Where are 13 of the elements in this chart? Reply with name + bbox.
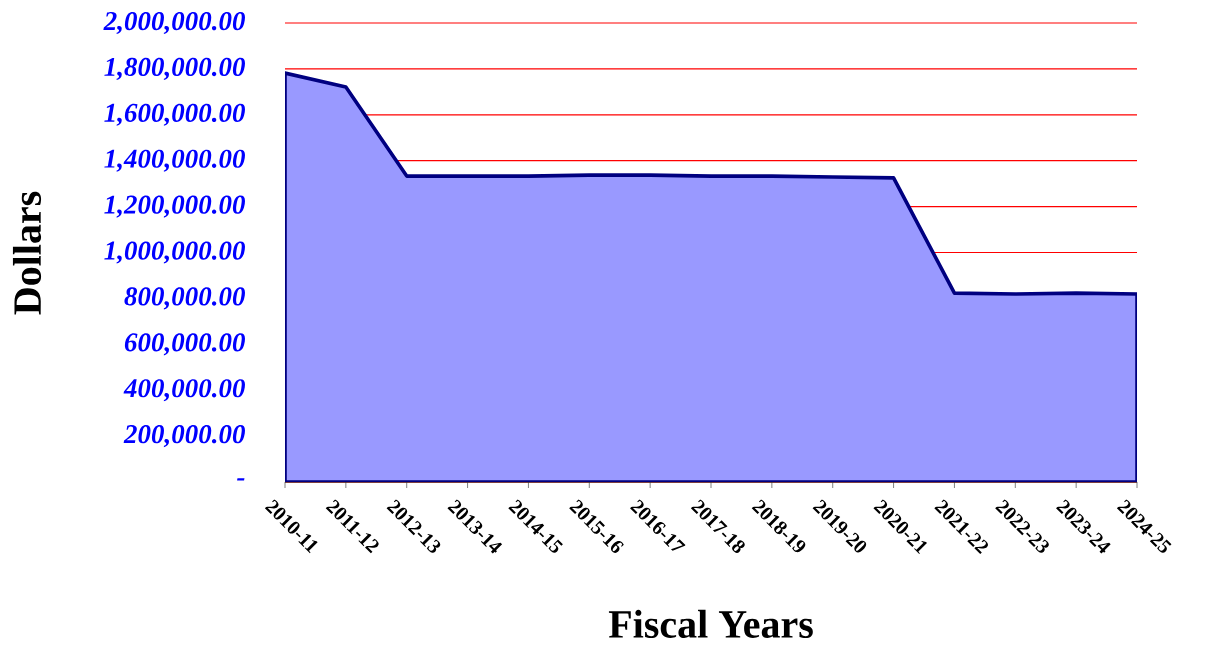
y-tick-label: 2,000,000.00	[103, 11, 245, 35]
y-tick-label: 200,000.00	[123, 425, 245, 448]
y-axis-title: Dollars	[12, 191, 42, 315]
y-tick-label: 1,600,000.00	[104, 103, 245, 126]
y-tick-label: 1,400,000.00	[104, 149, 245, 172]
y-tick-label: 1,000,000.00	[104, 241, 245, 264]
y-tick-label: -	[237, 478, 245, 481]
y-tick-label: 600,000.00	[124, 333, 245, 356]
y-tick-label: 400,000.00	[123, 379, 245, 402]
y-tick-label: 1,800,000.00	[104, 57, 245, 80]
y-tick-label: 1,200,000.00	[104, 195, 245, 218]
x-axis-title: Fiscal Years	[608, 609, 813, 638]
y-tick-label: 800,000.00	[124, 287, 245, 310]
